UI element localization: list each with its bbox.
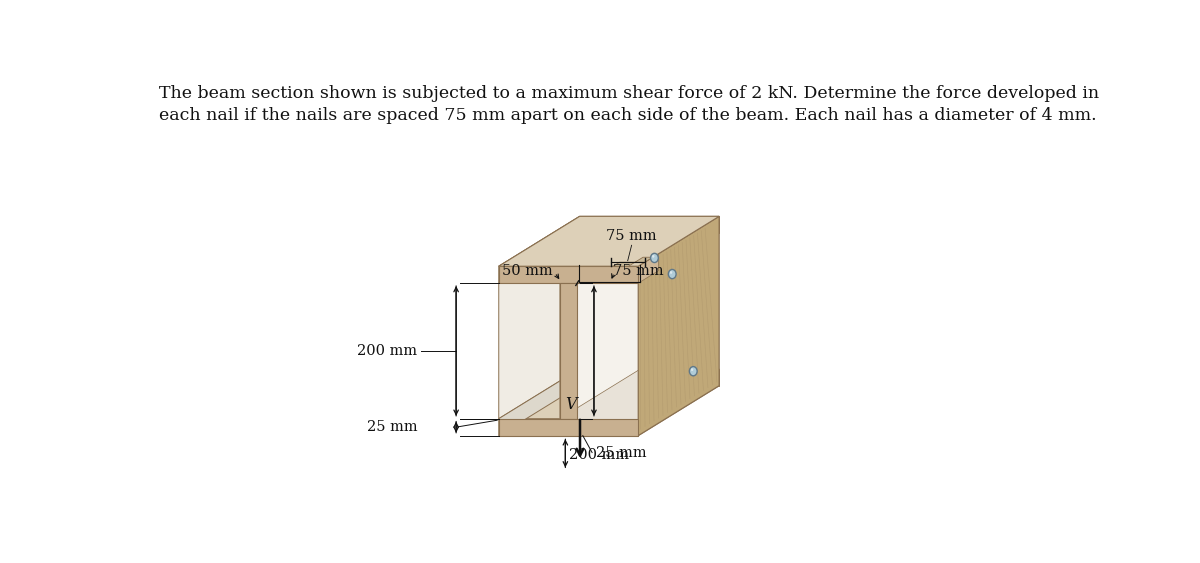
- Polygon shape: [613, 257, 653, 266]
- Text: 25 mm: 25 mm: [596, 445, 647, 459]
- Polygon shape: [499, 216, 580, 283]
- Polygon shape: [499, 369, 580, 436]
- Text: 75 mm: 75 mm: [613, 264, 664, 278]
- Polygon shape: [641, 233, 658, 369]
- Text: The beam section shown is subjected to a maximum shear force of 2 kN. Determine : The beam section shown is subjected to a…: [160, 85, 1099, 124]
- Polygon shape: [559, 283, 638, 419]
- Polygon shape: [499, 266, 638, 283]
- Polygon shape: [499, 266, 638, 283]
- Ellipse shape: [670, 271, 672, 274]
- Ellipse shape: [689, 367, 697, 376]
- Ellipse shape: [691, 368, 694, 371]
- Text: V: V: [565, 396, 576, 413]
- Polygon shape: [499, 419, 638, 436]
- Text: 25 mm: 25 mm: [367, 420, 418, 434]
- Polygon shape: [638, 254, 659, 283]
- Ellipse shape: [668, 270, 676, 279]
- Polygon shape: [499, 216, 719, 266]
- Polygon shape: [638, 216, 719, 436]
- Polygon shape: [499, 233, 580, 419]
- Polygon shape: [580, 369, 719, 386]
- Polygon shape: [559, 233, 641, 419]
- Polygon shape: [559, 283, 577, 419]
- Polygon shape: [499, 419, 638, 436]
- Polygon shape: [580, 216, 719, 233]
- Text: 200 mm: 200 mm: [569, 448, 629, 462]
- Polygon shape: [577, 369, 719, 419]
- Polygon shape: [559, 283, 577, 419]
- Polygon shape: [499, 386, 719, 436]
- Polygon shape: [499, 216, 719, 266]
- Text: 200 mm: 200 mm: [358, 344, 418, 358]
- Polygon shape: [499, 369, 641, 419]
- Polygon shape: [641, 233, 658, 369]
- Ellipse shape: [650, 253, 659, 262]
- Text: 75 mm: 75 mm: [606, 229, 656, 243]
- Text: 50 mm: 50 mm: [503, 264, 553, 278]
- Ellipse shape: [652, 255, 654, 258]
